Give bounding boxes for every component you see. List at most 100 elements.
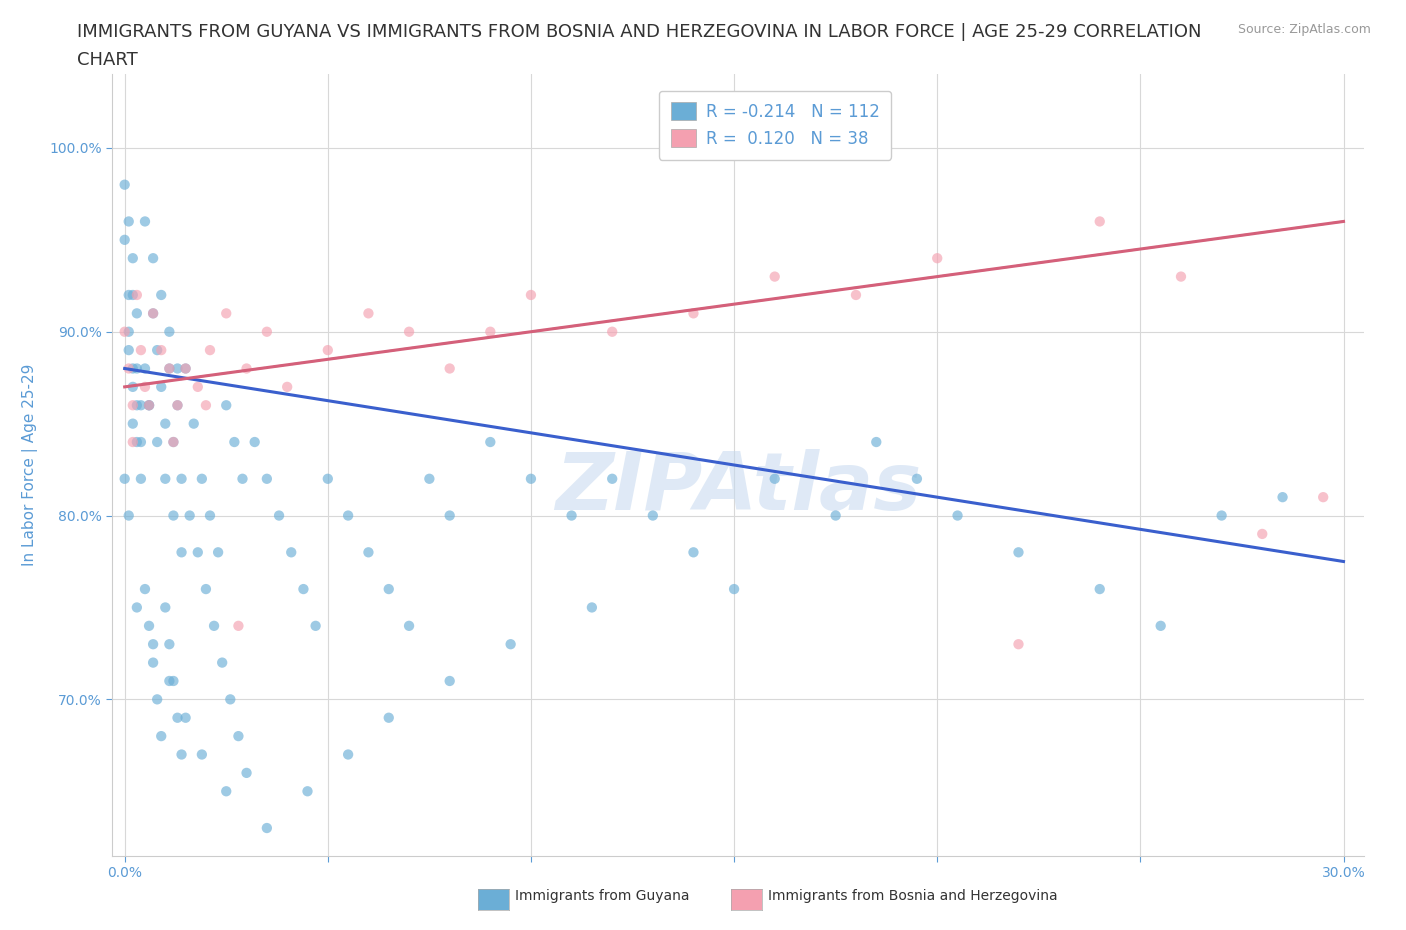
Point [316,342,339,357]
Point [215,306,238,321]
Point [125,306,148,321]
Point [166,398,188,413]
Point [202,618,225,633]
Text: Source: ZipAtlas.com: Source: ZipAtlas.com [1237,23,1371,36]
Point [166,711,188,725]
Point [215,784,238,799]
Point [183,417,205,432]
Point [235,361,257,376]
Point [194,398,217,413]
Point [170,472,193,486]
Point [118,287,141,302]
Point [377,711,399,725]
Point [118,342,141,357]
Point [142,655,165,670]
Point [174,361,197,376]
Point [162,434,184,449]
Point [118,508,141,523]
Point [125,287,148,302]
Point [231,472,253,486]
Text: Immigrants from Bosnia and Herzegovina: Immigrants from Bosnia and Herzegovina [768,888,1057,903]
Point [357,306,380,321]
Point [121,361,143,376]
Point [865,434,887,449]
Point [561,508,583,523]
Point [1251,526,1274,541]
Point [439,508,461,523]
Point [129,472,152,486]
Point [157,325,180,339]
Point [138,618,160,633]
Point [114,325,136,339]
Point [155,472,177,486]
Point [191,472,214,486]
Point [198,342,221,357]
Point [1271,490,1294,505]
Point [267,508,290,523]
Point [337,508,360,523]
Point [174,711,197,725]
Point [1007,637,1029,652]
Point [763,472,786,486]
Point [146,342,169,357]
Point [138,398,160,413]
Point [174,361,197,376]
Point [215,398,238,413]
Point [142,306,165,321]
Point [142,637,165,652]
Point [118,214,141,229]
Point [114,178,136,193]
Point [121,434,143,449]
Point [170,747,193,762]
Point [398,618,420,633]
Point [439,673,461,688]
Point [166,398,188,413]
Point [228,729,250,744]
Point [198,508,221,523]
Point [211,655,233,670]
Point [207,545,229,560]
Point [600,472,623,486]
Point [129,342,152,357]
Point [905,472,928,486]
Point [146,434,169,449]
Point [121,379,143,394]
Point [129,434,152,449]
Point [150,342,173,357]
Point [297,784,319,799]
Point [125,600,148,615]
Point [824,508,846,523]
Point [118,325,141,339]
Point [134,379,156,394]
Point [155,417,177,432]
Point [134,361,156,376]
Point [162,434,184,449]
Point [146,692,169,707]
Point [292,581,315,596]
Point [166,361,188,376]
Point [142,306,165,321]
Point [520,472,543,486]
Point [256,472,278,486]
Point [191,747,214,762]
Point [125,361,148,376]
Point [418,472,440,486]
Point [129,398,152,413]
Point [162,673,184,688]
Point [1312,490,1334,505]
Text: CHART: CHART [77,51,138,69]
Point [276,379,298,394]
Point [641,508,664,523]
Point [142,251,165,266]
Text: ZIPAtlas: ZIPAtlas [555,449,921,527]
Point [194,581,217,596]
Point [179,508,201,523]
Point [1150,618,1173,633]
Point [228,618,250,633]
Point [304,618,326,633]
Point [187,379,209,394]
Point [114,472,136,486]
Point [439,361,461,376]
Point [479,325,502,339]
Point [581,600,603,615]
